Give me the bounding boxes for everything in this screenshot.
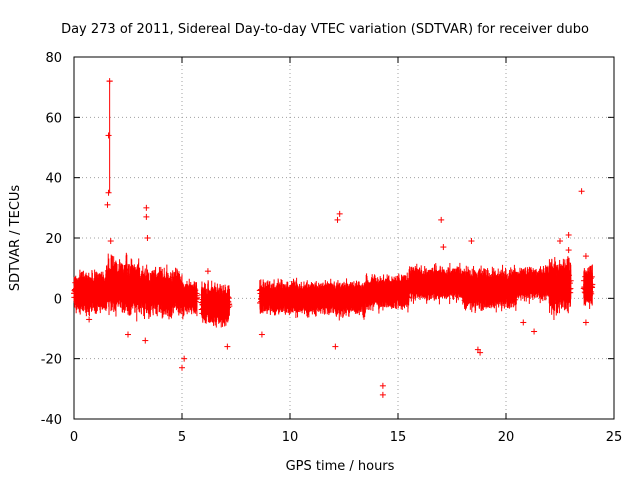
x-tick-label: 15 bbox=[390, 430, 407, 445]
y-tick-label: 80 bbox=[45, 51, 62, 66]
chart-title: Day 273 of 2011, Sidereal Day-to-day VTE… bbox=[61, 22, 589, 37]
y-tick-label: 0 bbox=[54, 292, 62, 307]
data-band bbox=[198, 280, 233, 328]
data-band bbox=[405, 262, 466, 305]
x-tick-label: 5 bbox=[178, 430, 186, 445]
data-band bbox=[179, 278, 200, 320]
y-tick-label: -40 bbox=[41, 413, 62, 428]
data-band bbox=[362, 272, 412, 314]
data-band bbox=[71, 269, 110, 317]
data-band bbox=[103, 252, 142, 322]
axis-ticks: 0 5 10 15 20 25 -40 -20 0 20 40 60 80 bbox=[41, 51, 623, 445]
data-band bbox=[256, 277, 304, 318]
y-tick-label: -20 bbox=[41, 353, 62, 368]
y-tick-label: 20 bbox=[45, 232, 62, 247]
data-band bbox=[135, 264, 185, 320]
y-tick-label: 60 bbox=[45, 111, 62, 126]
y-tick-label: 40 bbox=[45, 172, 62, 187]
x-tick-label: 20 bbox=[498, 430, 515, 445]
data-series bbox=[71, 78, 596, 398]
grid bbox=[74, 57, 614, 419]
data-band bbox=[297, 278, 369, 321]
x-tick-label: 0 bbox=[70, 430, 78, 445]
x-tick-label: 25 bbox=[606, 430, 623, 445]
x-tick-label: 10 bbox=[282, 430, 299, 445]
